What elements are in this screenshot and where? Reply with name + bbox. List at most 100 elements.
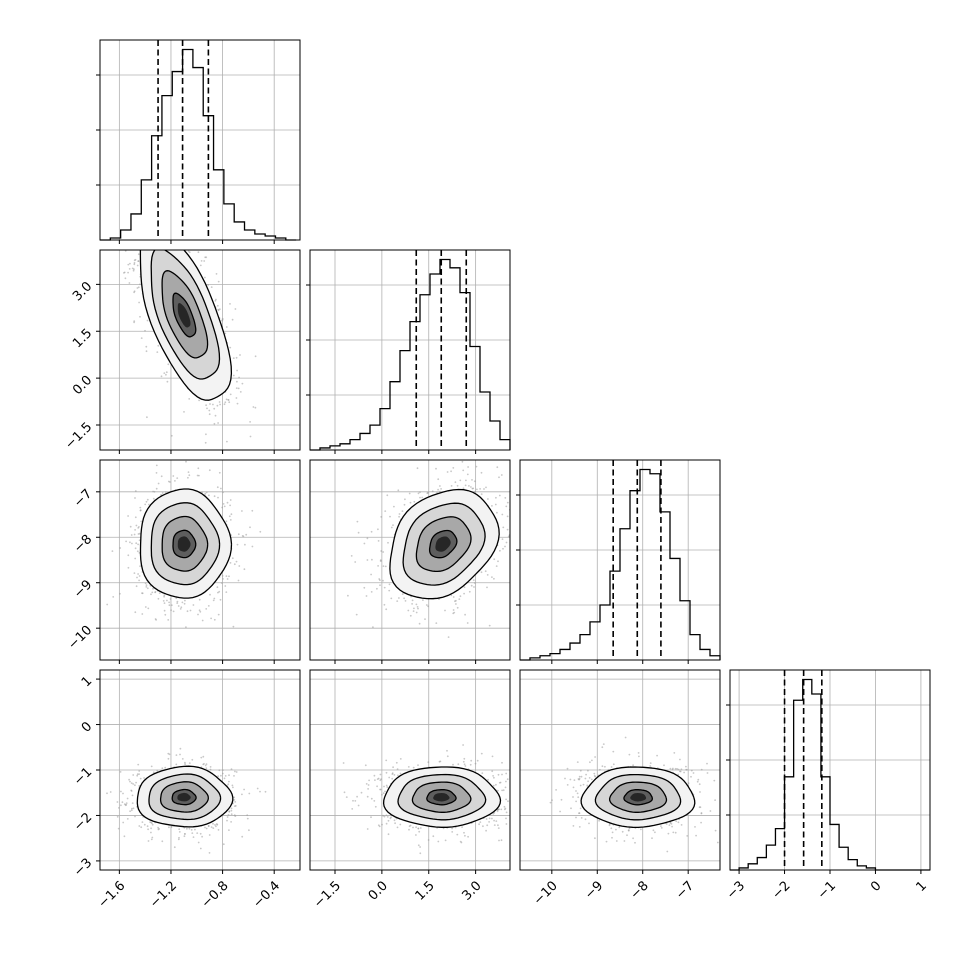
scatter-point — [129, 262, 131, 265]
scatter-point — [213, 618, 216, 621]
scatter-point — [189, 609, 192, 612]
scatter-point — [395, 761, 398, 764]
scatter-point — [144, 606, 147, 608]
scatter-point — [140, 337, 143, 339]
scatter-point — [151, 836, 154, 839]
scatter-point — [116, 815, 119, 818]
scatter-point — [241, 793, 243, 796]
scatter-point — [145, 350, 148, 353]
scatter-point — [213, 407, 216, 410]
scatter-point — [119, 547, 122, 549]
scatter-point — [501, 773, 503, 776]
scatter-point — [364, 764, 367, 767]
scatter-point — [370, 591, 373, 593]
scatter-point — [582, 783, 585, 786]
scatter-point — [216, 404, 219, 407]
scatter-point — [140, 826, 143, 829]
scatter-point — [249, 421, 252, 423]
scatter-point — [379, 788, 382, 791]
scatter-point — [506, 528, 509, 531]
scatter-point — [194, 828, 196, 831]
scatter-point — [460, 841, 463, 844]
scatter-point — [124, 277, 127, 280]
scatter-point — [131, 210, 133, 212]
scatter-point — [415, 603, 418, 606]
scatter-point — [106, 792, 108, 795]
scatter-point — [363, 542, 366, 545]
scatter-point — [170, 604, 173, 607]
scatter-point — [586, 784, 589, 787]
scatter-point — [555, 789, 557, 791]
scatter-point — [178, 831, 181, 833]
scatter-point — [379, 773, 382, 776]
scatter-point — [124, 208, 126, 210]
scatter-point — [677, 821, 680, 824]
scatter-point — [575, 816, 577, 819]
scatter-point — [132, 774, 135, 776]
scatter-point — [380, 516, 383, 518]
scatter-point — [404, 498, 406, 501]
scatter-point — [439, 490, 441, 493]
scatter-point — [231, 784, 234, 787]
x-tick-label: −1 — [815, 878, 839, 902]
scatter-point — [462, 487, 465, 490]
scatter-point — [495, 783, 497, 786]
scatter-point — [409, 614, 412, 617]
scatter-point — [235, 387, 238, 389]
scatter-point — [146, 825, 149, 828]
scatter-point — [370, 816, 372, 819]
scatter-point — [222, 769, 224, 771]
contour-line-2 — [148, 773, 222, 821]
scatter-point — [515, 793, 517, 795]
scatter-point — [168, 604, 171, 607]
scatter-point — [427, 761, 430, 764]
scatter-point — [133, 320, 136, 322]
scatter-point — [512, 544, 514, 546]
joint-panel-1-0 — [99, 208, 301, 451]
scatter-point — [205, 256, 208, 259]
scatter-point — [523, 792, 525, 794]
scatter-point — [155, 227, 157, 229]
scatter-point — [212, 599, 215, 602]
scatter-point — [184, 761, 186, 764]
scatter-point — [507, 800, 509, 803]
scatter-point — [168, 753, 171, 756]
scatter-point — [464, 765, 467, 767]
scatter-point — [157, 482, 160, 485]
scatter-point — [134, 258, 137, 261]
scatter-point — [152, 771, 155, 774]
scatter-point — [176, 477, 179, 479]
scatter-point — [209, 768, 212, 771]
y-tick-label: −10 — [65, 623, 95, 653]
scatter-point — [155, 472, 158, 474]
scatter-point — [236, 369, 239, 372]
contour-line-1 — [411, 781, 472, 813]
y-tick-label: 1.5 — [70, 326, 95, 351]
scatter-point — [559, 810, 561, 813]
scatter-point — [133, 533, 136, 536]
scatter-point — [419, 852, 422, 855]
scatter-point — [138, 552, 141, 554]
scatter-point — [150, 765, 153, 768]
scatter-point — [169, 598, 172, 600]
scatter-point — [492, 775, 494, 777]
scatter-point — [177, 838, 180, 841]
scatter-point — [413, 607, 415, 610]
scatter-point — [144, 245, 146, 247]
scatter-point — [455, 603, 457, 605]
scatter-point — [106, 603, 109, 606]
scatter-point — [366, 795, 369, 798]
contour-line-2 — [150, 250, 221, 380]
scatter-point — [163, 594, 166, 597]
scatter-point — [222, 843, 225, 846]
scatter-point — [390, 816, 392, 819]
hist-panel-1 — [306, 249, 511, 451]
scatter-point — [225, 326, 228, 328]
scatter-point — [236, 402, 239, 405]
scatter-point — [138, 526, 140, 528]
scatter-point — [671, 825, 673, 828]
scatter-point — [491, 576, 493, 578]
scatter-point — [687, 782, 690, 785]
scatter-point — [572, 796, 574, 798]
scatter-point — [399, 758, 402, 760]
